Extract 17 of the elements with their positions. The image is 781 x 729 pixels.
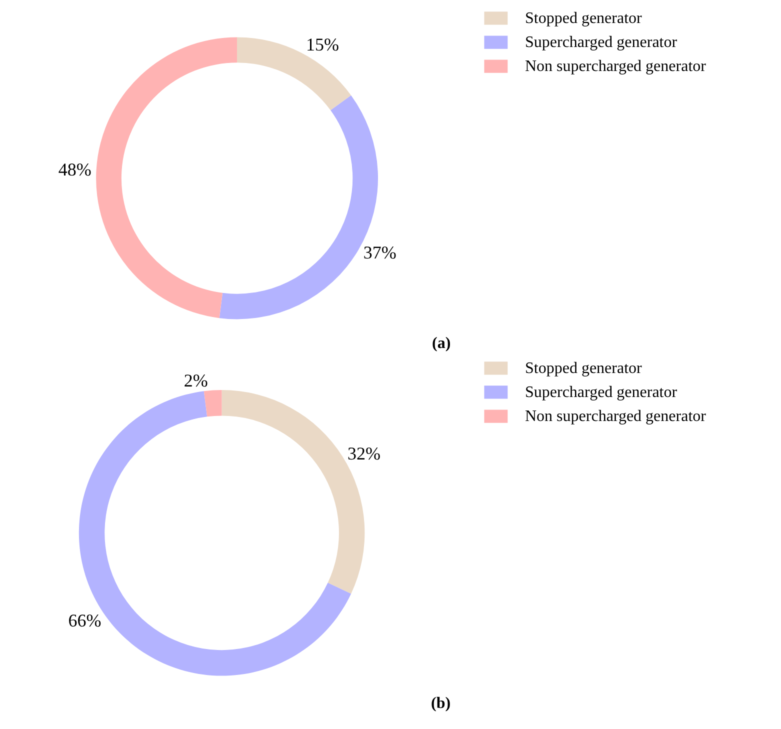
legend-label: Supercharged generator: [525, 384, 678, 401]
donut-slice: [204, 390, 222, 417]
text: (a): [432, 335, 451, 352]
data-label: 48%: [58, 159, 92, 180]
data-label: 15%: [306, 34, 340, 55]
data-label: 66%: [68, 610, 102, 630]
donut-slice: [237, 37, 352, 110]
data-label: 2%: [184, 370, 208, 390]
legend-label: Stopped generator: [525, 10, 643, 27]
legend-label: Supercharged generator: [525, 34, 678, 51]
donut-slice: [96, 37, 238, 318]
text: (b): [431, 695, 451, 712]
legend-label: Non supercharged generator: [525, 58, 707, 75]
legend-label: Non supercharged generator: [525, 408, 707, 425]
data-label: 32%: [347, 443, 380, 464]
legend-label: Stopped generator: [525, 360, 643, 377]
data-label: 37%: [363, 242, 396, 263]
